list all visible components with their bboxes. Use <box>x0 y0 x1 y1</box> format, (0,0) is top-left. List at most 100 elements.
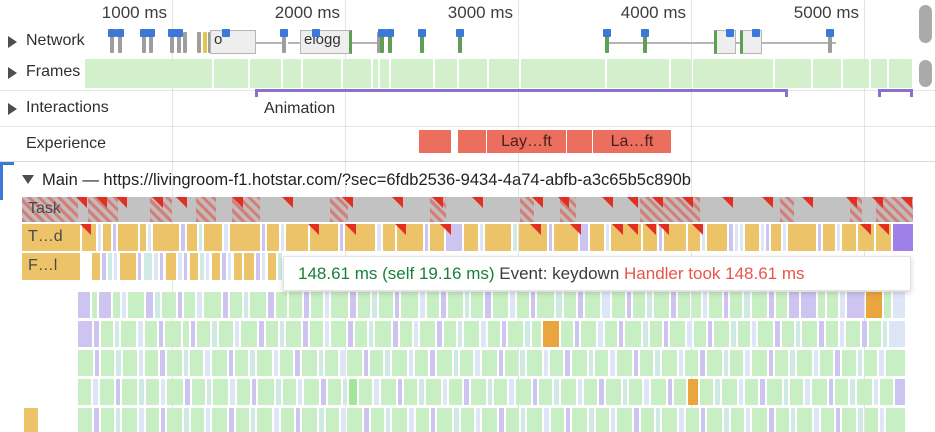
network-request-bar[interactable] <box>458 32 462 53</box>
flame-segment[interactable] <box>596 408 609 432</box>
frame-segment[interactable] <box>380 59 389 88</box>
flame-segment[interactable] <box>745 350 750 376</box>
flame-segment[interactable] <box>485 224 511 251</box>
flame-segment[interactable] <box>359 379 372 405</box>
flame-segment[interactable] <box>340 224 343 251</box>
flame-segment[interactable] <box>371 408 384 432</box>
flame-segment[interactable] <box>482 350 497 376</box>
flame-segment[interactable] <box>776 408 789 432</box>
flame-segment[interactable] <box>340 350 345 376</box>
flame-segment[interactable] <box>814 408 819 432</box>
flame-segment[interactable] <box>222 253 226 280</box>
flame-segment[interactable] <box>426 379 441 405</box>
flame-segment[interactable] <box>78 350 93 376</box>
flame-segment[interactable] <box>364 350 368 376</box>
flame-segment[interactable] <box>355 321 367 347</box>
flame-segment[interactable] <box>722 379 737 405</box>
frame-segment[interactable] <box>391 59 433 88</box>
flame-segment[interactable] <box>707 350 722 376</box>
flame-segment[interactable] <box>161 408 165 432</box>
flame-segment[interactable] <box>493 292 508 318</box>
flame-segment[interactable] <box>116 408 120 432</box>
flame-segment[interactable] <box>702 224 705 251</box>
flame-segment[interactable] <box>761 224 764 251</box>
flame-segment[interactable] <box>103 224 111 251</box>
flame-segment[interactable] <box>379 292 393 318</box>
flame-segment[interactable] <box>343 379 347 405</box>
flame-segment[interactable] <box>205 350 210 376</box>
flame-segment[interactable] <box>842 408 856 432</box>
flame-segment[interactable] <box>93 379 98 405</box>
flame-segment[interactable] <box>627 292 631 318</box>
flame-segment[interactable] <box>274 408 279 432</box>
flame-segment[interactable] <box>144 253 152 280</box>
flame-segment[interactable] <box>829 379 833 405</box>
flame-segment[interactable] <box>138 253 141 280</box>
flame-segment[interactable] <box>643 321 648 347</box>
flame-segment[interactable] <box>664 224 686 251</box>
flame-segment[interactable] <box>788 224 816 251</box>
flame-segment[interactable] <box>475 350 480 376</box>
flame-segment[interactable] <box>533 379 537 405</box>
flame-segment[interactable] <box>441 292 446 318</box>
flame-segment[interactable] <box>310 321 323 347</box>
flame-segment[interactable] <box>414 321 418 347</box>
flame-segment[interactable] <box>120 253 136 280</box>
flame-segment[interactable] <box>415 350 428 376</box>
network-request-bar[interactable] <box>377 32 381 53</box>
flame-segment[interactable] <box>494 379 507 405</box>
flame-segment[interactable] <box>460 350 473 376</box>
flame-segment[interactable] <box>458 321 462 347</box>
flame-segment[interactable] <box>347 408 362 432</box>
network-request-bar[interactable] <box>149 32 153 53</box>
flame-segment[interactable] <box>668 379 672 405</box>
flame-segment[interactable] <box>146 379 159 405</box>
flame-segment[interactable] <box>502 321 506 347</box>
flame-segment[interactable] <box>578 292 583 318</box>
flame-segment[interactable] <box>598 321 603 347</box>
flame-segment[interactable] <box>431 408 435 432</box>
flame-segment[interactable] <box>224 224 228 251</box>
flame-segment[interactable] <box>687 321 692 347</box>
flame-segment[interactable] <box>278 253 282 280</box>
flame-segment[interactable] <box>572 408 587 432</box>
flame-segment[interactable] <box>731 408 744 432</box>
flame-segment[interactable] <box>200 253 204 280</box>
frame-segment[interactable] <box>521 59 605 88</box>
frame-segment[interactable] <box>607 59 669 88</box>
layout-shift-block[interactable] <box>567 130 592 153</box>
flame-segment[interactable] <box>139 350 143 376</box>
flame-segment[interactable] <box>326 408 339 432</box>
flame-segment[interactable] <box>392 350 407 376</box>
network-request-bar[interactable] <box>282 32 286 53</box>
flame-segment[interactable] <box>256 253 260 280</box>
flame-segment[interactable] <box>123 350 137 376</box>
flame-segment[interactable] <box>311 292 323 318</box>
flame-segment[interactable] <box>244 253 254 280</box>
flame-segment[interactable] <box>730 350 743 376</box>
flame-segment[interactable] <box>629 379 642 405</box>
flame-segment[interactable] <box>520 350 525 376</box>
flame-segment[interactable] <box>121 321 136 347</box>
flame-segment[interactable] <box>191 408 204 432</box>
flame-segment[interactable] <box>488 321 500 347</box>
flame-segment[interactable] <box>178 253 182 280</box>
flame-segment[interactable] <box>674 379 686 405</box>
flame-segment[interactable] <box>404 379 417 405</box>
flame-segment[interactable] <box>886 350 905 376</box>
flame-segment[interactable] <box>775 350 788 376</box>
main-track-title[interactable]: Main — https://livingroom-f1.hotstar.com… <box>42 171 691 189</box>
flame-segment[interactable] <box>241 321 257 347</box>
flame-segment[interactable] <box>688 224 700 251</box>
flame-segment[interactable] <box>304 379 319 405</box>
network-request-bar[interactable] <box>380 32 384 53</box>
flame-segment[interactable] <box>153 224 179 251</box>
flame-segment[interactable] <box>212 321 217 347</box>
flame-segment[interactable] <box>508 321 523 347</box>
flame-segment[interactable] <box>767 379 782 405</box>
layout-shift-block[interactable]: Lay…ft <box>487 130 566 153</box>
flame-segment[interactable] <box>544 408 549 432</box>
disclosure-arrow-icon[interactable] <box>8 103 17 115</box>
flame-segment[interactable] <box>578 379 582 405</box>
flame-segment[interactable] <box>865 408 878 432</box>
